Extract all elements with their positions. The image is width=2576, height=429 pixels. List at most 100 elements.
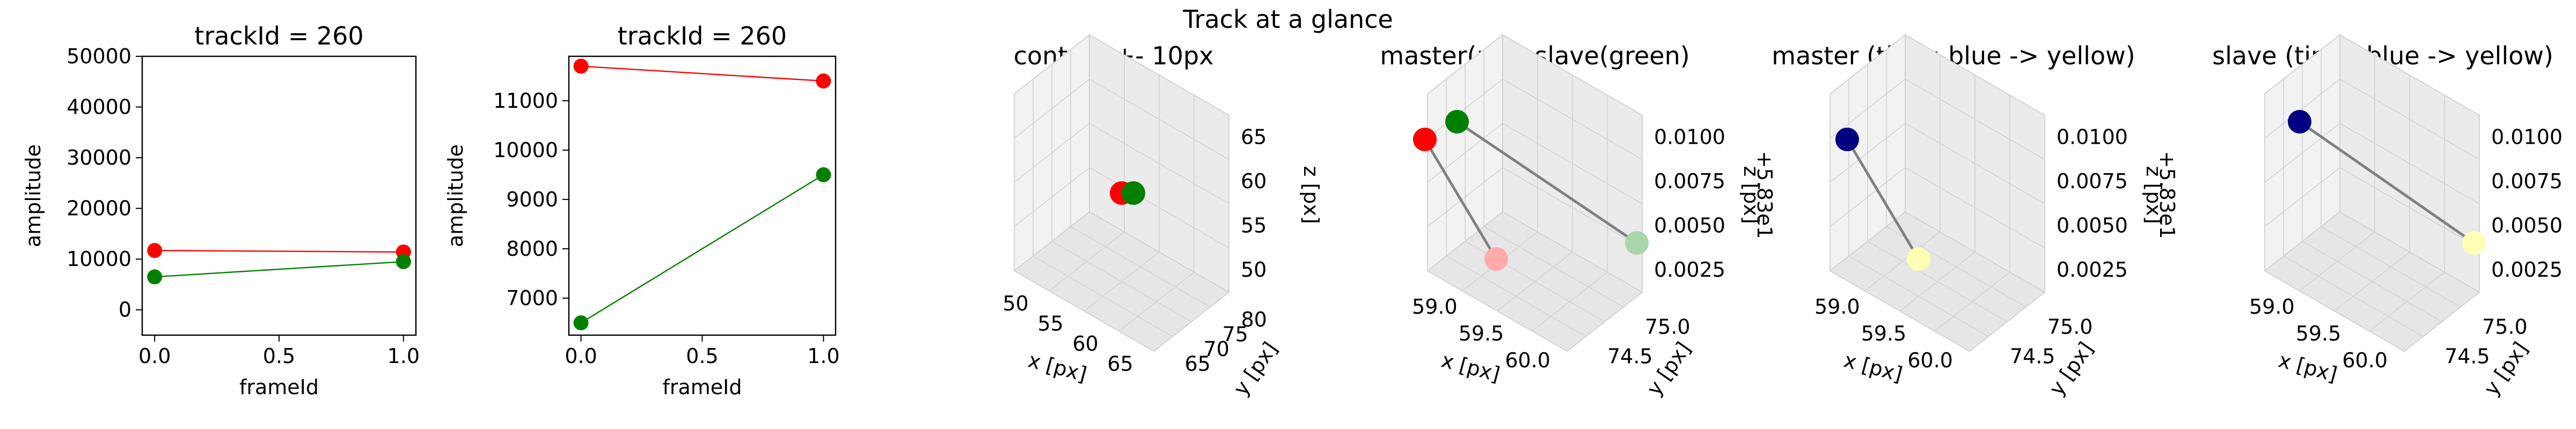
x-tick-label: 1.0 [387,344,420,368]
track-point [1484,247,1508,271]
track-point [1835,128,1859,151]
z-tick-label: 60 [1241,169,1267,193]
grid-line [2264,34,2480,116]
z-axis-label: z [px] [2142,166,2165,224]
z-tick-label: 55 [1241,213,1267,237]
z-tick-label: 65 [1241,125,1267,149]
track-point [1413,128,1437,151]
data-point [147,243,163,258]
chart-6: slave (time: blue -> yellow)59.059.560.0… [2212,33,2563,400]
y-tick-label: 75.0 [1645,315,1690,339]
series-line-1 [155,249,404,253]
x-tick-label: 60.0 [2342,349,2388,372]
charts-layer: trackId = 260 0.0 0.5 1.0 0 10000 20000 30000 40… [21,21,2563,400]
y-tick-label: 75.0 [2482,315,2528,339]
y-tick-label: 40000 [67,95,131,119]
x-tick-label: 59.5 [1459,322,1504,345]
x-axis-label: x [px] [2276,348,2339,386]
z-tick-label: 0.0025 [2491,258,2563,282]
grid-line [1567,292,1643,352]
track-line [1456,120,1638,245]
x-tick-label: 59.0 [2249,295,2295,319]
y-tick-label: 10000 [67,247,131,271]
x-tick-label: 59.5 [2296,322,2341,345]
x-tick-label: 59.0 [1814,295,1860,319]
grid-line [2302,241,2442,322]
grid-line [1934,271,2010,332]
y-axis-label: y [px] [1229,338,1283,400]
grid-line [1532,271,1608,332]
data-point [396,254,411,269]
grid-line [1886,226,2026,308]
z-tick-label: 0.0100 [2057,125,2128,149]
figure-suptitle: Track at a glance [1182,5,1393,34]
z-tick-label: 0.0050 [2057,213,2128,237]
plot-frame [568,55,837,336]
y-tick-label: 65 [1185,352,1211,375]
grid-line [1089,211,1230,293]
z-tick-label: 0.0050 [2491,213,2563,237]
chart-1: trackId = 260 0.0 0.5 1.0 0 10000 20000 30000 40… [21,21,420,399]
grid-line [1867,241,2008,322]
z-tick-label: 50 [1241,258,1267,282]
grid-line [1905,211,2045,293]
z-axis-label: z [px] [1299,166,1323,224]
track-line [1846,138,1920,260]
grid-line [1014,34,1230,116]
z-tick-label: 0.0025 [1654,258,1725,282]
x-tick-label: 0.0 [138,344,171,368]
y-tick-label: 10000 [493,138,558,162]
grid-line [1969,292,2045,352]
x-tick-label: 60.0 [1907,349,1953,372]
y-tick-label: 74.5 [1607,345,1653,368]
track-line [2299,120,2475,245]
x-tick-label: 1.0 [807,344,839,368]
series-line-2 [155,261,404,278]
grid-line [2369,271,2445,332]
y-tick-label: 74.5 [2445,345,2490,368]
x-tick-label: 0.0 [565,344,597,368]
track-point [1122,181,1145,205]
x-tick-label: 50 [1002,292,1028,315]
x-tick-label: 0.5 [686,344,718,368]
x-axis-label: frameId [662,375,742,399]
track-point [1907,247,1930,271]
grid-line [1118,271,1195,332]
y-tick-label: 75.0 [2047,315,2093,339]
y-tick-label: 11000 [493,89,558,113]
track-point [1625,231,1649,255]
series-line-2 [580,174,824,324]
grid-line [1502,211,1643,293]
x-tick-label: 55 [1037,312,1063,335]
chart-2: trackId = 260 0.0 0.5 1.0 7000 8000 9000 10000 1… [444,21,840,399]
grid-line [1070,226,1211,308]
track-line [1423,138,1498,260]
z-tick-label: 0.0100 [2491,125,2563,149]
y-tick-label: 30000 [67,146,131,169]
chart-5: master (time: blue -> yellow)59.059.560.… [1772,33,2179,400]
series-line-1 [581,65,824,82]
x-tick-label: 0.5 [263,344,295,368]
z-offset-text: +5.83e1 [1753,151,1776,239]
grid-line [1153,292,1230,352]
x-tick-label: 59.0 [1412,295,1458,319]
y-axis-label: amplitude [444,144,467,247]
data-point [573,58,589,74]
z-tick-label: 0.0075 [2057,169,2128,193]
x-tick-label: 59.5 [1861,322,1907,345]
z-tick-label: 0.0075 [1654,169,1725,193]
x-axis-label: frameId [239,375,319,399]
track-point [2288,110,2311,134]
y-tick-label: 70 [1204,337,1230,361]
grid-line [1483,226,1624,308]
z-axis-label: z [px] [1739,166,1763,224]
plot-frame [141,55,417,336]
y-tick-label: 20000 [67,197,131,220]
data-point [816,73,831,89]
y-tick-label: 50000 [67,45,131,68]
track-point [1445,110,1469,134]
grid-line [1829,34,2045,116]
y-tick-label: 0 [119,298,131,322]
chart-title: trackId = 260 [618,21,787,50]
